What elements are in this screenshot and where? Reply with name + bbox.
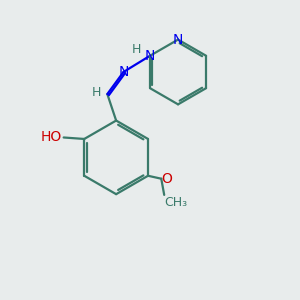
Text: O: O bbox=[162, 172, 172, 186]
Text: HO: HO bbox=[41, 130, 62, 145]
Text: N: N bbox=[145, 49, 155, 63]
Text: H: H bbox=[92, 86, 101, 99]
Text: CH₃: CH₃ bbox=[164, 196, 188, 209]
Text: N: N bbox=[173, 33, 183, 46]
Text: H: H bbox=[132, 43, 141, 56]
Text: N: N bbox=[118, 65, 129, 79]
